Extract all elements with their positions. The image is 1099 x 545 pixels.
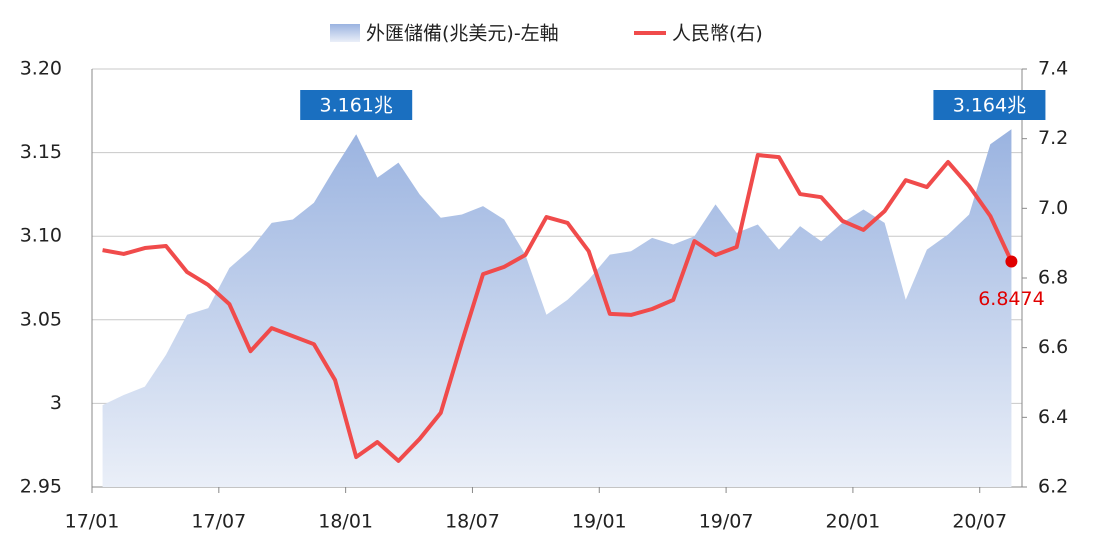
- y-tick-label: 3.20: [20, 58, 62, 80]
- legend-label: 人民幣(右): [672, 23, 763, 45]
- value-label: 3.161兆: [320, 95, 393, 117]
- x-tick-label: 19/01: [572, 511, 627, 533]
- value-label-box: [300, 90, 413, 120]
- value-label-box: [933, 90, 1046, 120]
- value-label: 3.164兆: [953, 95, 1026, 117]
- x-tick-label: 20/01: [826, 511, 881, 533]
- x-tick-label: 18/07: [445, 511, 500, 533]
- y-tick-label: 3: [50, 392, 62, 414]
- x-tick-label: 20/07: [952, 511, 1007, 533]
- y2-tick-label: 6.8: [1038, 267, 1068, 289]
- y-tick-label: 3.15: [20, 141, 62, 163]
- end-point: [1005, 255, 1018, 268]
- y2-tick-label: 6.6: [1038, 336, 1068, 358]
- area: [102, 129, 1012, 487]
- x-tick-label: 19/07: [699, 511, 754, 533]
- y2-tick-label: 7.2: [1038, 127, 1068, 149]
- y-tick-label: 3.10: [20, 225, 62, 247]
- x-tick-label: 18/01: [318, 511, 373, 533]
- x-tick-label: 17/07: [191, 511, 246, 533]
- value-label: 6.8474: [978, 288, 1044, 310]
- y2-tick-label: 7.0: [1038, 197, 1068, 219]
- y2-tick-label: 6.4: [1038, 406, 1068, 428]
- y-tick-label: 3.05: [20, 308, 62, 330]
- line: [102, 153, 1014, 463]
- x-tick-label: 17/01: [65, 511, 120, 533]
- legend-label: 外匯儲備(兆美元)-左軸: [366, 23, 559, 45]
- y-tick-label: 2.95: [20, 476, 62, 498]
- y2-tick-label: 7.4: [1038, 58, 1068, 80]
- legend-swatch: [330, 24, 360, 42]
- y2-tick-label: 6.2: [1038, 476, 1068, 498]
